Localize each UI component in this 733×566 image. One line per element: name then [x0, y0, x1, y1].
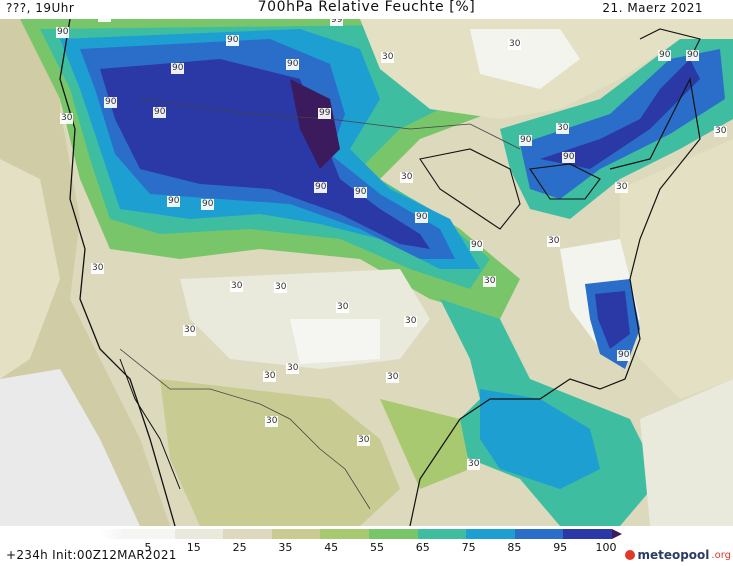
- colorbar-swatch: [126, 529, 175, 539]
- west-coastline: [59, 19, 176, 526]
- contour-label: 90: [354, 187, 368, 198]
- logo-suffix: .org: [711, 549, 731, 561]
- contour-label: 90: [226, 35, 240, 46]
- colorbar-tick-label: 5: [144, 541, 152, 554]
- contour-label: 90: [98, 19, 112, 22]
- colorbar-swatch: [563, 529, 612, 539]
- contour-label: 30: [357, 435, 371, 446]
- contour-label: 90: [686, 50, 700, 61]
- colorbar-left-end: [100, 529, 126, 539]
- contour-label: 90: [658, 50, 672, 61]
- contour-label: 99: [330, 19, 344, 26]
- contour-label: 30: [467, 459, 481, 470]
- logo-text: meteopool: [637, 548, 710, 562]
- colorbar-swatch: [368, 529, 418, 539]
- contour-label: 30: [336, 302, 350, 313]
- contour-label: 90: [104, 97, 118, 108]
- contour-label: 30: [265, 416, 279, 427]
- contour-label: 90: [519, 135, 533, 146]
- east-gulf-coastline: [409, 77, 701, 526]
- contour-label: 30: [714, 126, 728, 137]
- us-canada-border: [139, 98, 521, 150]
- colorbar-swatch: [514, 529, 564, 539]
- colorbar-tick-label: 95: [553, 541, 568, 554]
- colorbar-tick-label: 75: [461, 541, 476, 554]
- colorbar-tick-label: 55: [370, 541, 384, 554]
- logo-icon: [625, 550, 636, 560]
- contour-label: 30: [60, 113, 74, 124]
- contour-label: 90: [470, 240, 484, 251]
- contour-label: 30: [286, 363, 300, 374]
- footer: 5 15 25 35 45 55 65 75 85 95 100 +234h Init:00Z12M…: [0, 526, 733, 566]
- contour-label: 99: [318, 108, 332, 119]
- valid-date: 21. Maerz 2021: [602, 1, 703, 15]
- map-canvas: [0, 19, 733, 526]
- contour-label: 30: [386, 372, 400, 383]
- us-mexico-border: [119, 348, 371, 510]
- colorbar: [126, 529, 612, 539]
- great-lakes: [419, 148, 521, 230]
- contour-label: 90: [286, 59, 300, 70]
- contour-label: 30: [615, 182, 629, 193]
- colorbar-tick-label: 85: [507, 541, 522, 554]
- contour-label: 30: [400, 172, 414, 183]
- colorbar-tick-label: 45: [324, 541, 339, 554]
- colorbar-tick-label: 25: [232, 541, 247, 554]
- map-title: 700hPa Relative Feuchte [%]: [257, 0, 476, 15]
- humidity-map: 90 90 90 90 90 90 90 90 90 90 90 90 90 9…: [0, 19, 733, 526]
- contour-label: 90: [617, 350, 631, 361]
- colorbar-ticks: 5 15 25 35 45 55 65 75 85 95 100: [0, 541, 733, 555]
- baja-coast: [119, 358, 181, 490]
- contour-label: 90: [56, 27, 70, 38]
- header: ???, 19Uhr 700hPa Relative Feuchte [%] 2…: [0, 0, 733, 19]
- contour-label: 30: [508, 39, 522, 50]
- contour-label: 30: [274, 282, 288, 293]
- contour-label: 30: [404, 316, 418, 327]
- meteopool-logo[interactable]: meteopool .org: [625, 548, 731, 562]
- mexico-area: [160, 379, 400, 526]
- colorbar-right-arrow: [612, 529, 622, 539]
- colorbar-swatch: [223, 529, 272, 539]
- contour-label: 90: [201, 199, 215, 210]
- valid-time: ???, 19Uhr: [6, 1, 75, 15]
- contour-label: 90: [153, 107, 167, 118]
- contour-label: 90: [314, 182, 328, 193]
- contour-label: 30: [556, 123, 570, 134]
- colorbar-swatch: [320, 529, 369, 539]
- contour-label: 30: [91, 263, 105, 274]
- contour-label: 30: [230, 281, 244, 292]
- colorbar-swatch: [174, 529, 224, 539]
- colorbar-tick-label: 35: [278, 541, 293, 554]
- colorbar-swatch: [466, 529, 515, 539]
- colorbar-swatch: [417, 529, 467, 539]
- contour-label: 90: [415, 212, 429, 223]
- contour-label: 30: [381, 52, 395, 63]
- contour-label: 90: [562, 152, 576, 163]
- contour-label: 90: [171, 63, 185, 74]
- init-time: +234h Init:00Z12MAR2021: [6, 548, 177, 562]
- colorbar-tick-label: 65: [415, 541, 430, 554]
- contour-label: 30: [547, 236, 561, 247]
- colorbar-tick-label: 100: [595, 541, 617, 554]
- contour-label: 30: [483, 276, 497, 287]
- contour-label: 30: [183, 325, 197, 336]
- colorbar-tick-label: 15: [186, 541, 201, 554]
- contour-label: 30: [263, 371, 277, 382]
- colorbar-swatch: [271, 529, 321, 539]
- contour-label: 90: [167, 196, 181, 207]
